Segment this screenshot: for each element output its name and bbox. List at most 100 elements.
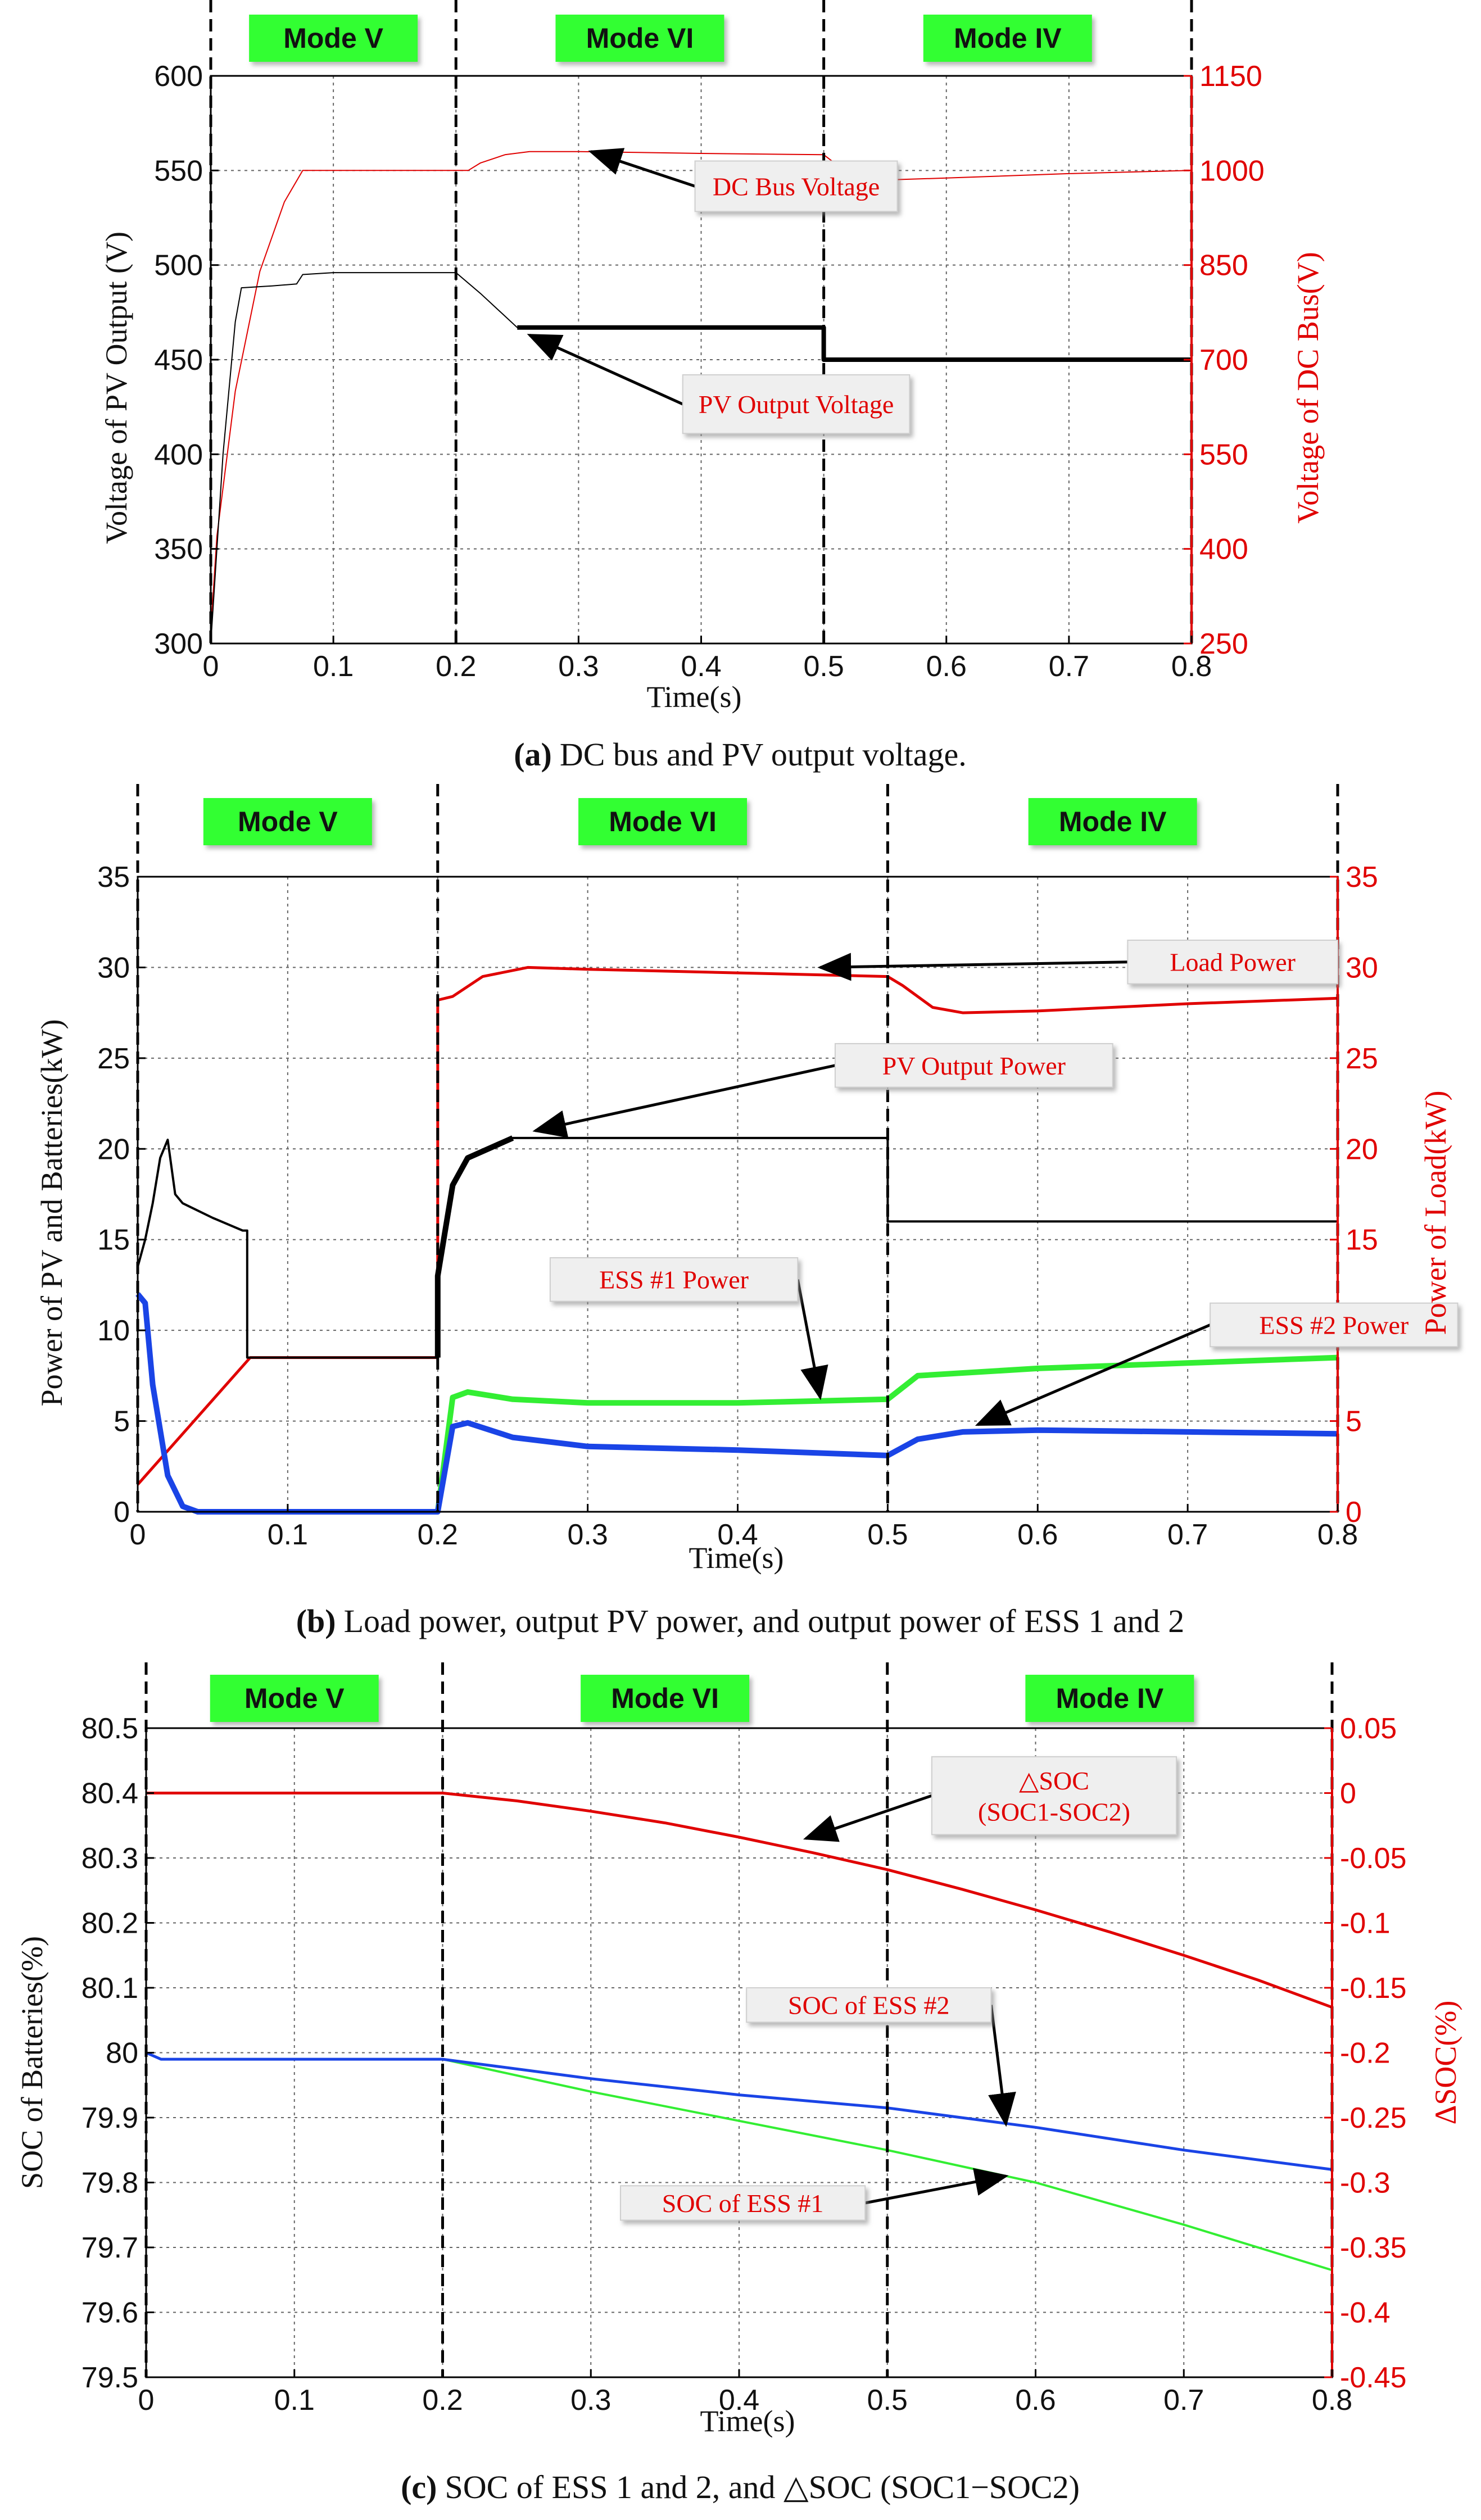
mode-label-text: Mode IV bbox=[1056, 1683, 1164, 1714]
annotations: DC Bus Voltage PV Output Voltage bbox=[527, 148, 911, 434]
annotation: PV Output Power bbox=[532, 1043, 1113, 1138]
y-left-tick-label: 80 bbox=[106, 2037, 138, 2070]
y-left-tick-labels: 300 350 400 450 500 550 600 bbox=[154, 60, 219, 660]
y-right-tick-label: 30 bbox=[1346, 951, 1378, 984]
annotation-box bbox=[1210, 1302, 1459, 1348]
x-tick-label: 0.4 bbox=[717, 1519, 758, 1551]
x-axis-label: Time(s) bbox=[700, 2404, 795, 2438]
y-right-tick-label: 850 bbox=[1199, 250, 1248, 282]
x-tick-label: 0.1 bbox=[313, 650, 354, 683]
mode-label-box: Mode V bbox=[210, 1675, 379, 1722]
mode-label-background bbox=[581, 1675, 750, 1722]
y-right-tick-label: 0 bbox=[1340, 1778, 1356, 1810]
y-left-tick-label: 80.5 bbox=[81, 1712, 138, 1745]
mode-label-background bbox=[555, 15, 724, 62]
annotation: Load Power bbox=[817, 940, 1338, 985]
y-left-tick-label: 79.6 bbox=[81, 2297, 138, 2329]
y-right-tick-label: -0.3 bbox=[1340, 2167, 1391, 2200]
mode-labels: Mode V Mode VI Mode IV bbox=[203, 798, 1197, 845]
y-right-tick-label: 0 bbox=[1346, 1496, 1362, 1529]
x-tick-label: 0.6 bbox=[1017, 1519, 1058, 1551]
mode-label-background bbox=[1025, 1675, 1194, 1722]
caption-label: (c) bbox=[401, 2469, 437, 2505]
y-left-tick-label: 30 bbox=[97, 951, 130, 984]
y-right-tick-label: -0.05 bbox=[1340, 1842, 1407, 1875]
y-right-tick-label: -0.35 bbox=[1340, 2232, 1407, 2264]
annotation-box bbox=[834, 1043, 1113, 1088]
annotation-text: PV Output Power bbox=[882, 1051, 1066, 1080]
annotation-arrow bbox=[532, 1064, 836, 1138]
series-lines bbox=[145, 1792, 1333, 2272]
x-tick-label: 0.7 bbox=[1049, 650, 1089, 683]
y-right-tick-label: 35 bbox=[1346, 861, 1378, 894]
annotation-box bbox=[931, 1756, 1177, 1835]
y-right-tick-labels: 250 400 550 700 850 1000 1150 bbox=[1184, 60, 1265, 660]
mode-label-background bbox=[203, 798, 372, 845]
mode-label-background bbox=[249, 15, 418, 62]
y-left-tick-label: 550 bbox=[154, 155, 203, 187]
annotation: SOC of ESS #1 bbox=[620, 2168, 1009, 2221]
x-tick-labels: 0 0.1 0.2 0.3 0.4 0.5 0.6 0.7 0.8 bbox=[138, 2369, 1352, 2417]
mode-label-box: Mode IV bbox=[1028, 798, 1197, 845]
annotation: ESS #2 Power bbox=[975, 1302, 1459, 1426]
panel-c: Mode V Mode VI Mode IV 0 0.1 0.2 0.3 0.4 0.5 0.6… bbox=[15, 1662, 1462, 2505]
y-right-tick-label: -0.1 bbox=[1340, 1907, 1391, 1940]
y-right-axis-label: ΔSOC(%) bbox=[1429, 2001, 1462, 2125]
x-axis-label: Time(s) bbox=[646, 680, 741, 714]
x-tick-label: 0.4 bbox=[719, 2384, 759, 2417]
x-tick-label: 0.7 bbox=[1167, 1519, 1208, 1551]
annotation-arrow bbox=[588, 148, 696, 188]
series-line-load-power bbox=[137, 966, 1338, 1486]
y-right-tick-label: 550 bbox=[1199, 438, 1248, 471]
y-right-tick-label: -0.25 bbox=[1340, 2102, 1407, 2134]
annotations: Load Power PV Output Power ESS #1 Power ESS… bbox=[532, 940, 1459, 1426]
caption-label: (a) bbox=[514, 736, 552, 773]
y-right-tick-label: 400 bbox=[1199, 533, 1248, 566]
annotation: PV Output Voltage bbox=[527, 333, 911, 434]
y-left-tick-label: 0 bbox=[114, 1496, 130, 1529]
mode-label-text: Mode VI bbox=[586, 22, 694, 54]
annotation-box bbox=[746, 1987, 992, 2023]
caption: (b) Load power, output PV power, and outp… bbox=[296, 1603, 1185, 1639]
y-left-tick-labels: 0 5 10 15 20 25 30 35 bbox=[97, 861, 146, 1529]
panel-a: Mode V Mode VI Mode IV 0 0.1 0.2 0.3 0.4 0.5 0.6… bbox=[99, 0, 1325, 773]
y-right-tick-label: 1000 bbox=[1199, 155, 1265, 187]
series-noise-band-pv-output-power bbox=[434, 1135, 514, 1358]
y-right-tick-label: -0.45 bbox=[1340, 2362, 1407, 2394]
mode-label-box: Mode VI bbox=[555, 15, 724, 62]
y-left-tick-label: 80.4 bbox=[81, 1778, 138, 1810]
x-tick-label: 0.3 bbox=[567, 1519, 608, 1551]
y-right-tick-label: 1150 bbox=[1199, 60, 1262, 93]
x-tick-label: 0.5 bbox=[803, 650, 844, 683]
mode-label-text: Mode IV bbox=[954, 22, 1062, 54]
y-left-tick-label: 500 bbox=[154, 250, 203, 282]
x-tick-label: 0.1 bbox=[268, 1519, 308, 1551]
y-left-tick-label: 300 bbox=[154, 628, 203, 660]
annotation-box bbox=[694, 160, 898, 212]
x-tick-label: 0.5 bbox=[867, 1519, 908, 1551]
annotation-text: PV Output Voltage bbox=[699, 390, 894, 419]
mode-label-box: Mode V bbox=[249, 15, 418, 62]
mode-label-box: Mode VI bbox=[581, 1675, 750, 1722]
x-tick-label: 0.1 bbox=[274, 2384, 315, 2417]
x-tick-label: 0.3 bbox=[570, 2384, 611, 2417]
series-noise-band-pv-output-voltage bbox=[517, 325, 1192, 362]
y-right-tick-labels: -0.45 -0.4 -0.35 -0.3 -0.25 -0.2 -0.15 -0.1 -0.0… bbox=[1324, 1712, 1407, 2394]
annotation-arrow bbox=[527, 333, 683, 406]
mode-label-text: Mode VI bbox=[611, 1683, 719, 1714]
mode-label-box: Mode IV bbox=[923, 15, 1092, 62]
mode-label-text: Mode VI bbox=[609, 806, 717, 837]
y-right-tick-label: 25 bbox=[1346, 1043, 1378, 1075]
annotation-text: Load Power bbox=[1170, 948, 1296, 977]
y-right-tick-label: 20 bbox=[1346, 1133, 1378, 1166]
annotation-arrow bbox=[975, 1324, 1211, 1426]
y-left-tick-label: 79.8 bbox=[81, 2167, 138, 2200]
annotation-box bbox=[1127, 940, 1338, 985]
y-left-tick-label: 80.2 bbox=[81, 1907, 138, 1940]
y-left-axis-label: Voltage of PV Output (V) bbox=[99, 232, 133, 544]
y-right-tick-label: 5 bbox=[1346, 1406, 1362, 1438]
y-right-tick-label: 700 bbox=[1199, 344, 1248, 377]
annotation-box bbox=[549, 1257, 799, 1302]
y-right-tick-label: 250 bbox=[1199, 628, 1248, 660]
